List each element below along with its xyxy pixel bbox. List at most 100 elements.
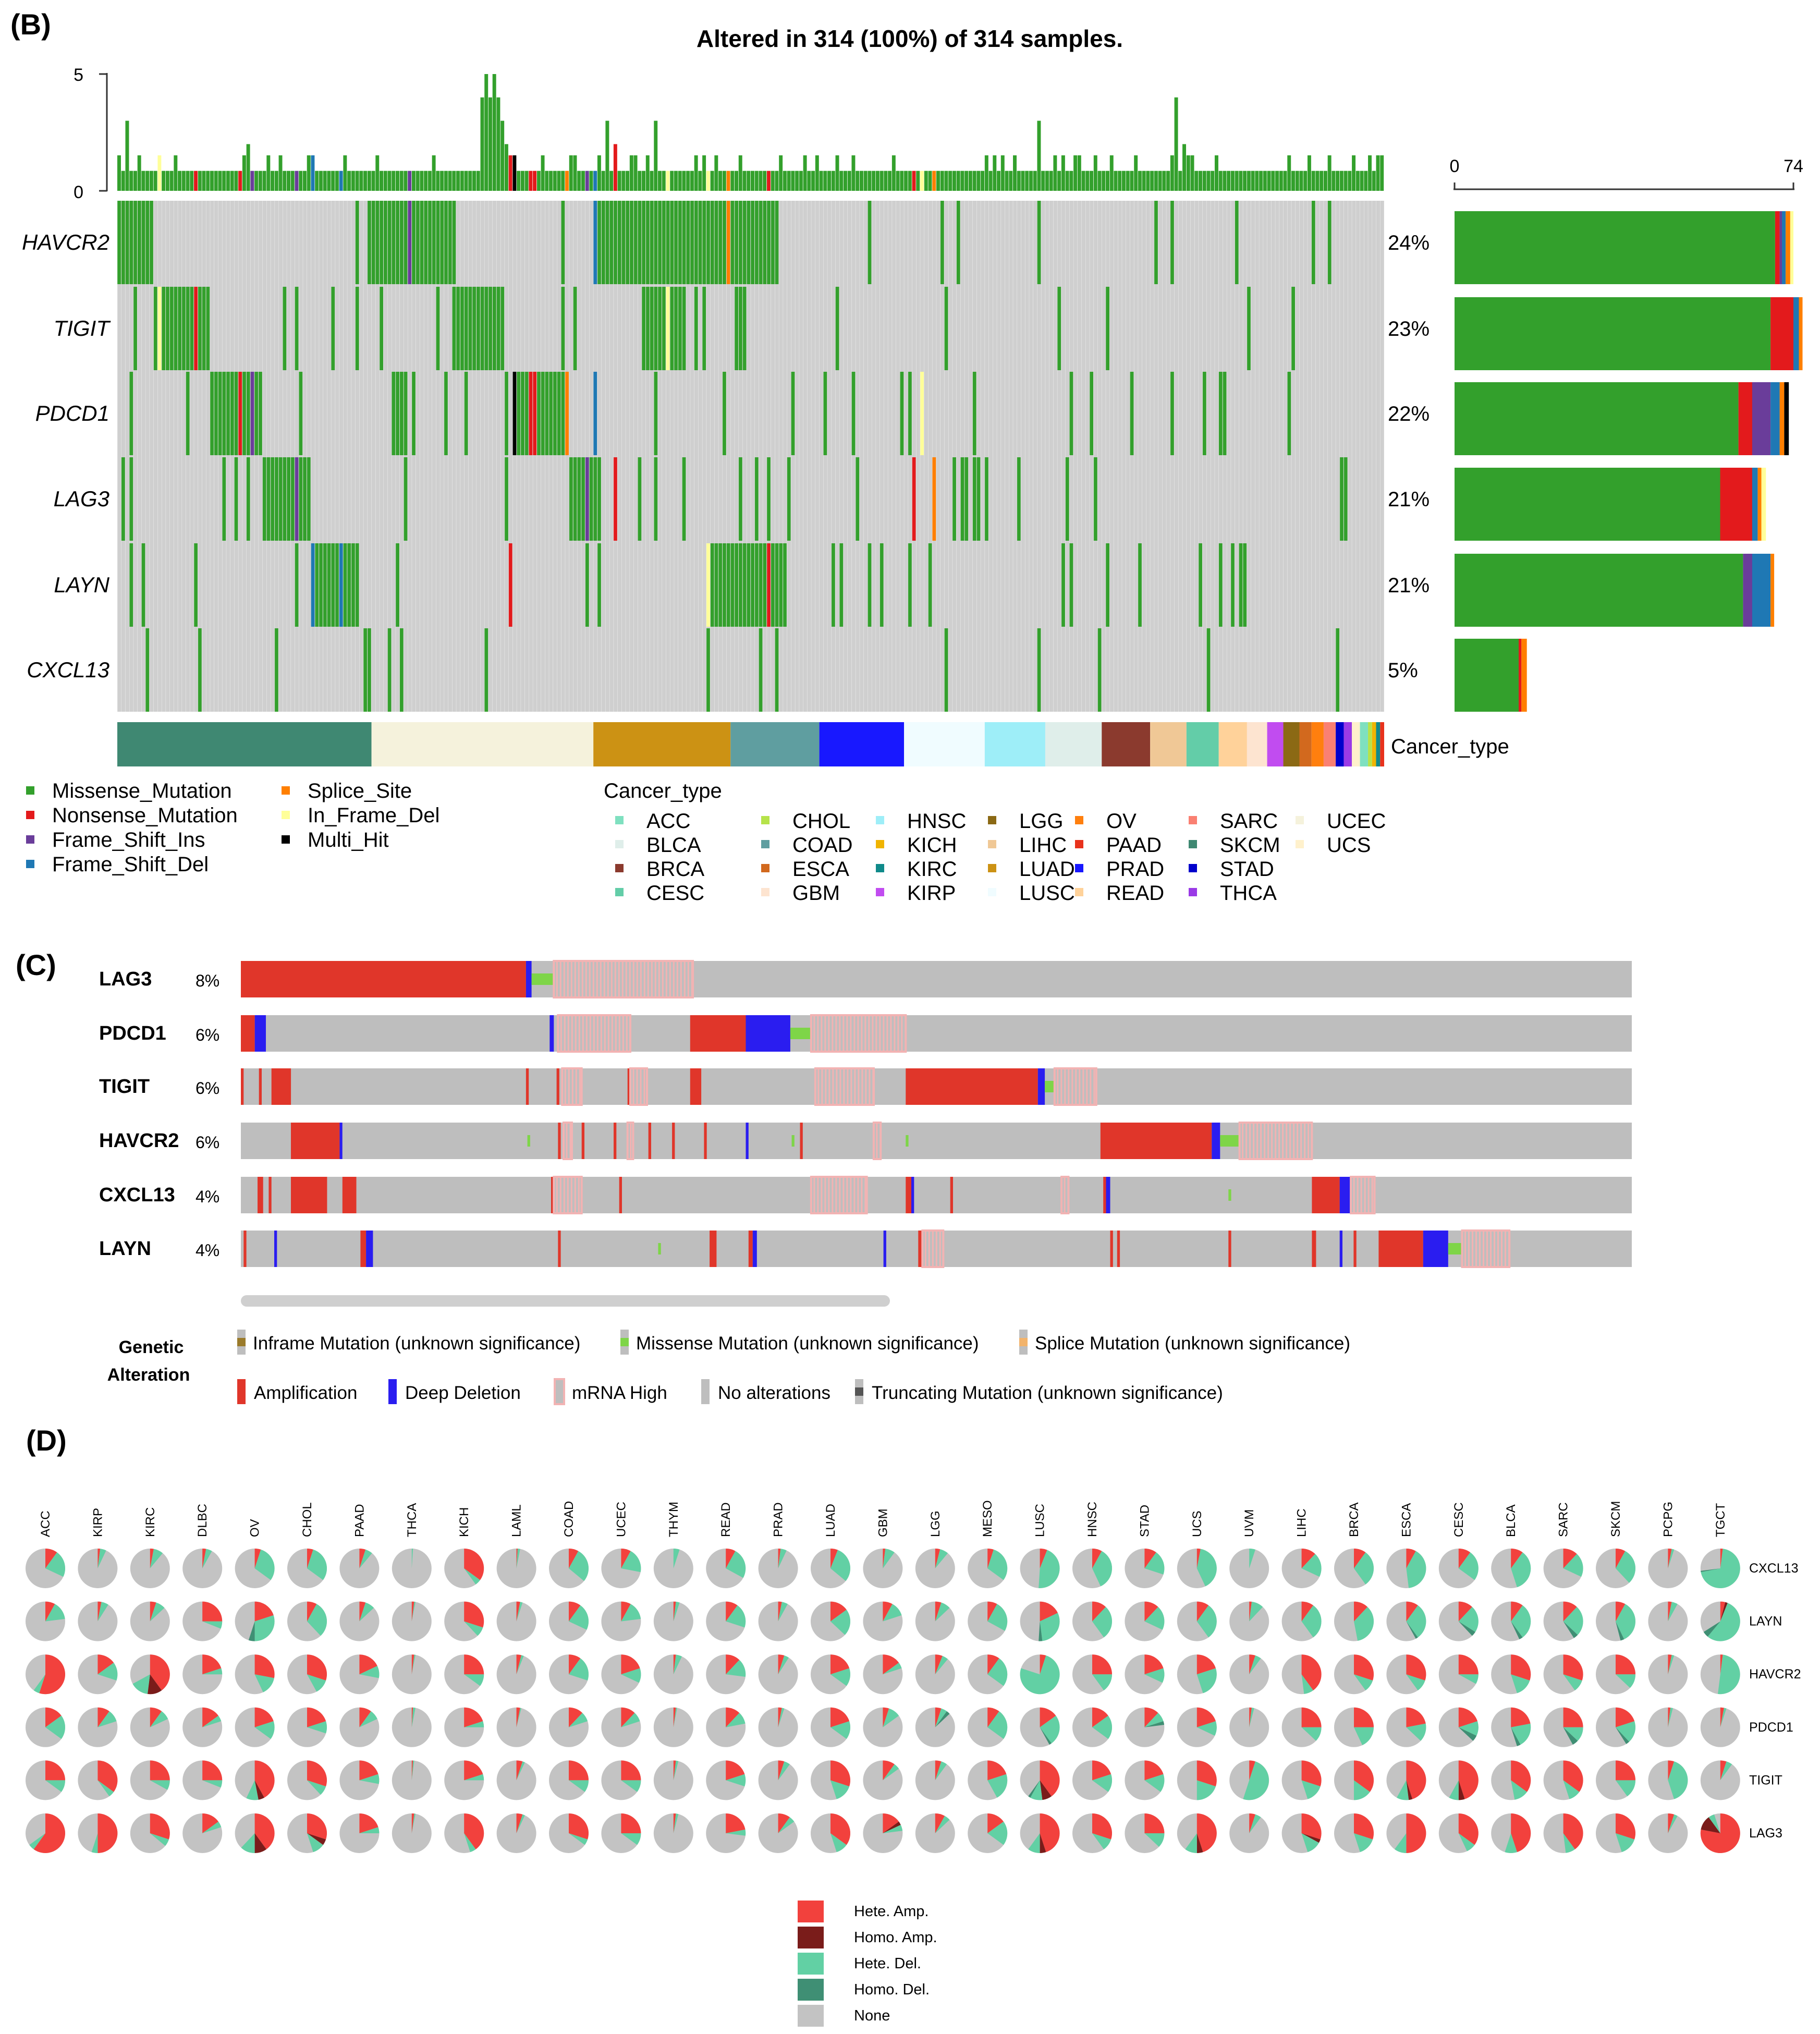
amplification-event: [268, 1177, 272, 1213]
mutation-cell: [1287, 372, 1291, 455]
mutation-cell: [165, 287, 169, 370]
oncoplot-gene-labels: HAVCR2 TIGIT PDCD1 LAG3 LAYN CXCL13: [22, 230, 111, 682]
pie-slice: [1511, 1727, 1521, 1746]
pie-slice: [202, 1621, 223, 1629]
oncoprint-gene-label: HAVCR2: [99, 1130, 179, 1152]
mutation-cell: [754, 543, 759, 627]
pie-slice: [569, 1601, 581, 1622]
mutation-cell: [747, 201, 751, 284]
gene-label: TIGIT: [54, 316, 112, 340]
mutation-cell: [629, 201, 633, 284]
pie-slice: [411, 1760, 413, 1781]
pie-slice: [1196, 1780, 1216, 1800]
amplification-event: [906, 1068, 1038, 1105]
pie-cancer-label: DLBC: [196, 1504, 210, 1537]
legend-label: KIRC: [907, 858, 957, 881]
pie-slice: [29, 1833, 45, 1849]
mutation-cell: [952, 457, 956, 541]
pie-slice: [1196, 1549, 1201, 1568]
tmb-bar: [359, 170, 363, 191]
missense-event: [1045, 1081, 1055, 1092]
mutation-cell: [626, 201, 630, 284]
pie-slice: [150, 1549, 154, 1568]
tmb-bar: [626, 170, 630, 191]
mutation-cell: [202, 287, 206, 370]
variant-legend: Missense_MutationNonsense_MutationFrame_…: [26, 780, 439, 876]
tmb-bar: [363, 170, 368, 191]
pie-slice: [1720, 1602, 1728, 1622]
mutation-cell: [545, 372, 549, 455]
pie-slice: [464, 1833, 476, 1853]
oncoprint-scrollbar[interactable]: [241, 1295, 890, 1307]
tmb-bar: [819, 170, 823, 191]
legend-label: Splice_Site: [308, 780, 412, 802]
pie-slice: [987, 1774, 1008, 1798]
deep-deletion-event: [1212, 1123, 1220, 1159]
tmb-bar: [1090, 170, 1094, 191]
amplification-event: [581, 1123, 584, 1159]
pie-slice: [1458, 1707, 1477, 1727]
pie-slice: [1668, 1654, 1672, 1675]
tmb-bar: [940, 170, 944, 191]
pie-slice: [1511, 1601, 1523, 1622]
mutation-cell: [137, 201, 141, 284]
pie-slice: [1458, 1674, 1479, 1684]
pie-slice: [359, 1813, 378, 1833]
pie-slice: [935, 1816, 950, 1833]
mutation-cell: [666, 201, 670, 284]
mutation-cell: [157, 287, 162, 370]
pie-slice: [254, 1760, 275, 1798]
pie-slice: [97, 1601, 102, 1622]
legend-label: LUAD: [1019, 858, 1075, 881]
tmb-bar: [278, 155, 283, 191]
mutation-cell: [1170, 201, 1174, 284]
mutation-cell: [440, 201, 444, 284]
tmb-bar: [997, 170, 1001, 191]
legend-swatch: [988, 816, 996, 824]
amplification-event: [243, 1231, 247, 1267]
mutation-cell: [714, 543, 718, 627]
mutation-cell: [424, 201, 428, 284]
tmb-bar: [1267, 170, 1271, 191]
tmb-bar: [1199, 170, 1202, 191]
mutation-cell: [404, 372, 408, 455]
pie-slice: [1668, 1814, 1678, 1833]
pie-slice: [45, 1549, 57, 1568]
tmb-bar: [888, 170, 892, 191]
gene-bar-segment: [1775, 211, 1780, 284]
mutation-cell: [1343, 457, 1348, 541]
cancer-type-segment: [1218, 722, 1247, 766]
mutation-cell: [638, 201, 642, 284]
gene-bar-segment: [1455, 382, 1739, 455]
oncoprint-legend: Inframe Mutation (unknown significance) M…: [237, 1330, 1350, 1405]
amplification-event: [241, 1068, 244, 1105]
tmb-bar: [742, 170, 747, 191]
mutation-cell: [856, 457, 860, 541]
pie-slice: [1720, 1654, 1723, 1675]
pie-legend-label: Homo. Del.: [854, 1981, 930, 1998]
tmb-bar: [1182, 144, 1187, 191]
deep-deletion-event: [1339, 1177, 1351, 1213]
mutation-cell: [972, 457, 976, 541]
mutation-cell: [751, 201, 754, 284]
legend-label: LIHC: [1019, 834, 1067, 857]
pie-cancer-label: BLCA: [1504, 1504, 1518, 1537]
missense-event: [791, 1135, 795, 1147]
oncoprint-track: [241, 1177, 1632, 1213]
mutation-cell: [670, 287, 674, 370]
tmb-bar: [492, 74, 496, 191]
pie-gene-label: TIGIT: [1749, 1773, 1782, 1787]
legend-swatch: [1075, 816, 1083, 824]
amplification-event: [271, 1068, 291, 1105]
pie-slice: [935, 1602, 950, 1622]
pie-slice: [1668, 1601, 1672, 1622]
deep-deletion-event: [1106, 1177, 1110, 1213]
pie-slice: [1354, 1813, 1374, 1840]
gene-bar-segment: [1752, 382, 1770, 455]
oncoprint-gene-label: TIGIT: [99, 1076, 150, 1098]
pie-slice: [883, 1760, 895, 1781]
pie-slice: [1449, 1780, 1459, 1800]
tmb-bar: [319, 170, 323, 191]
pie-slice: [97, 1780, 114, 1797]
pie-slice: [987, 1604, 1008, 1631]
